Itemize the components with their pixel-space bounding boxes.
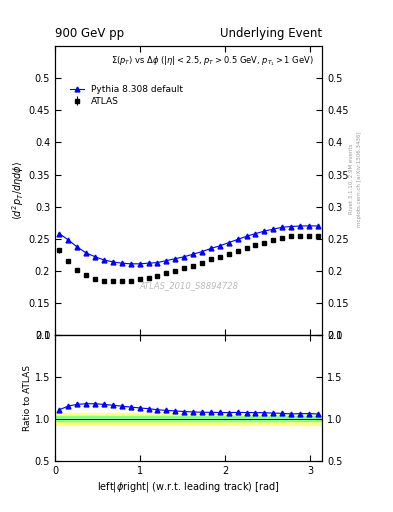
Text: Underlying Event: Underlying Event <box>220 27 322 40</box>
Pythia 8.308 default <box>262 228 267 234</box>
X-axis label: left|$\phi$right| (w.r.t. leading track) [rad]: left|$\phi$right| (w.r.t. leading track)… <box>97 480 280 494</box>
Pythia 8.308 default <box>66 237 71 243</box>
Text: $\Sigma(p_T)$ vs $\Delta\phi$ ($|\eta| < 2.5$, $p_T > 0.5$ GeV, $p_{T_1} > 1$ Ge: $\Sigma(p_T)$ vs $\Delta\phi$ ($|\eta| <… <box>111 55 314 68</box>
Pythia 8.308 default <box>110 259 115 265</box>
Pythia 8.308 default <box>102 257 107 263</box>
Pythia 8.308 default <box>155 260 160 266</box>
Y-axis label: $\langle d^2 p_T / d\eta d\phi \rangle$: $\langle d^2 p_T / d\eta d\phi \rangle$ <box>10 161 26 220</box>
Bar <box>55 416 322 421</box>
Text: Rivet 3.1.10, 2.9M events: Rivet 3.1.10, 2.9M events <box>349 144 354 215</box>
Pythia 8.308 default <box>119 260 124 266</box>
Pythia 8.308 default <box>75 244 80 250</box>
Y-axis label: Ratio to ATLAS: Ratio to ATLAS <box>23 365 32 431</box>
Text: mcplots.cern.ch [arXiv:1306.3436]: mcplots.cern.ch [arXiv:1306.3436] <box>357 132 362 227</box>
Pythia 8.308 default <box>226 240 231 246</box>
Pythia 8.308 default <box>137 261 142 267</box>
Pythia 8.308 default <box>280 224 285 230</box>
Pythia 8.308 default <box>191 251 195 257</box>
Pythia 8.308 default <box>84 250 88 256</box>
Pythia 8.308 default <box>271 226 275 232</box>
Line: Pythia 8.308 default: Pythia 8.308 default <box>57 224 320 266</box>
Pythia 8.308 default <box>173 255 178 262</box>
Pythia 8.308 default <box>182 253 187 260</box>
Pythia 8.308 default <box>253 230 258 237</box>
Pythia 8.308 default <box>235 237 240 243</box>
Pythia 8.308 default <box>217 243 222 249</box>
Pythia 8.308 default <box>209 245 213 251</box>
Pythia 8.308 default <box>244 233 249 239</box>
Text: ATLAS_2010_S8894728: ATLAS_2010_S8894728 <box>139 282 238 290</box>
Pythia 8.308 default <box>307 223 311 229</box>
Pythia 8.308 default <box>129 261 133 267</box>
Pythia 8.308 default <box>93 253 97 260</box>
Pythia 8.308 default <box>316 223 320 229</box>
Pythia 8.308 default <box>164 258 169 264</box>
Pythia 8.308 default <box>57 230 62 237</box>
Text: 900 GeV pp: 900 GeV pp <box>55 27 124 40</box>
Pythia 8.308 default <box>200 248 204 254</box>
Pythia 8.308 default <box>298 223 302 229</box>
Legend: Pythia 8.308 default, ATLAS: Pythia 8.308 default, ATLAS <box>70 86 183 106</box>
Bar <box>55 413 322 425</box>
Pythia 8.308 default <box>289 224 294 230</box>
Pythia 8.308 default <box>146 260 151 266</box>
